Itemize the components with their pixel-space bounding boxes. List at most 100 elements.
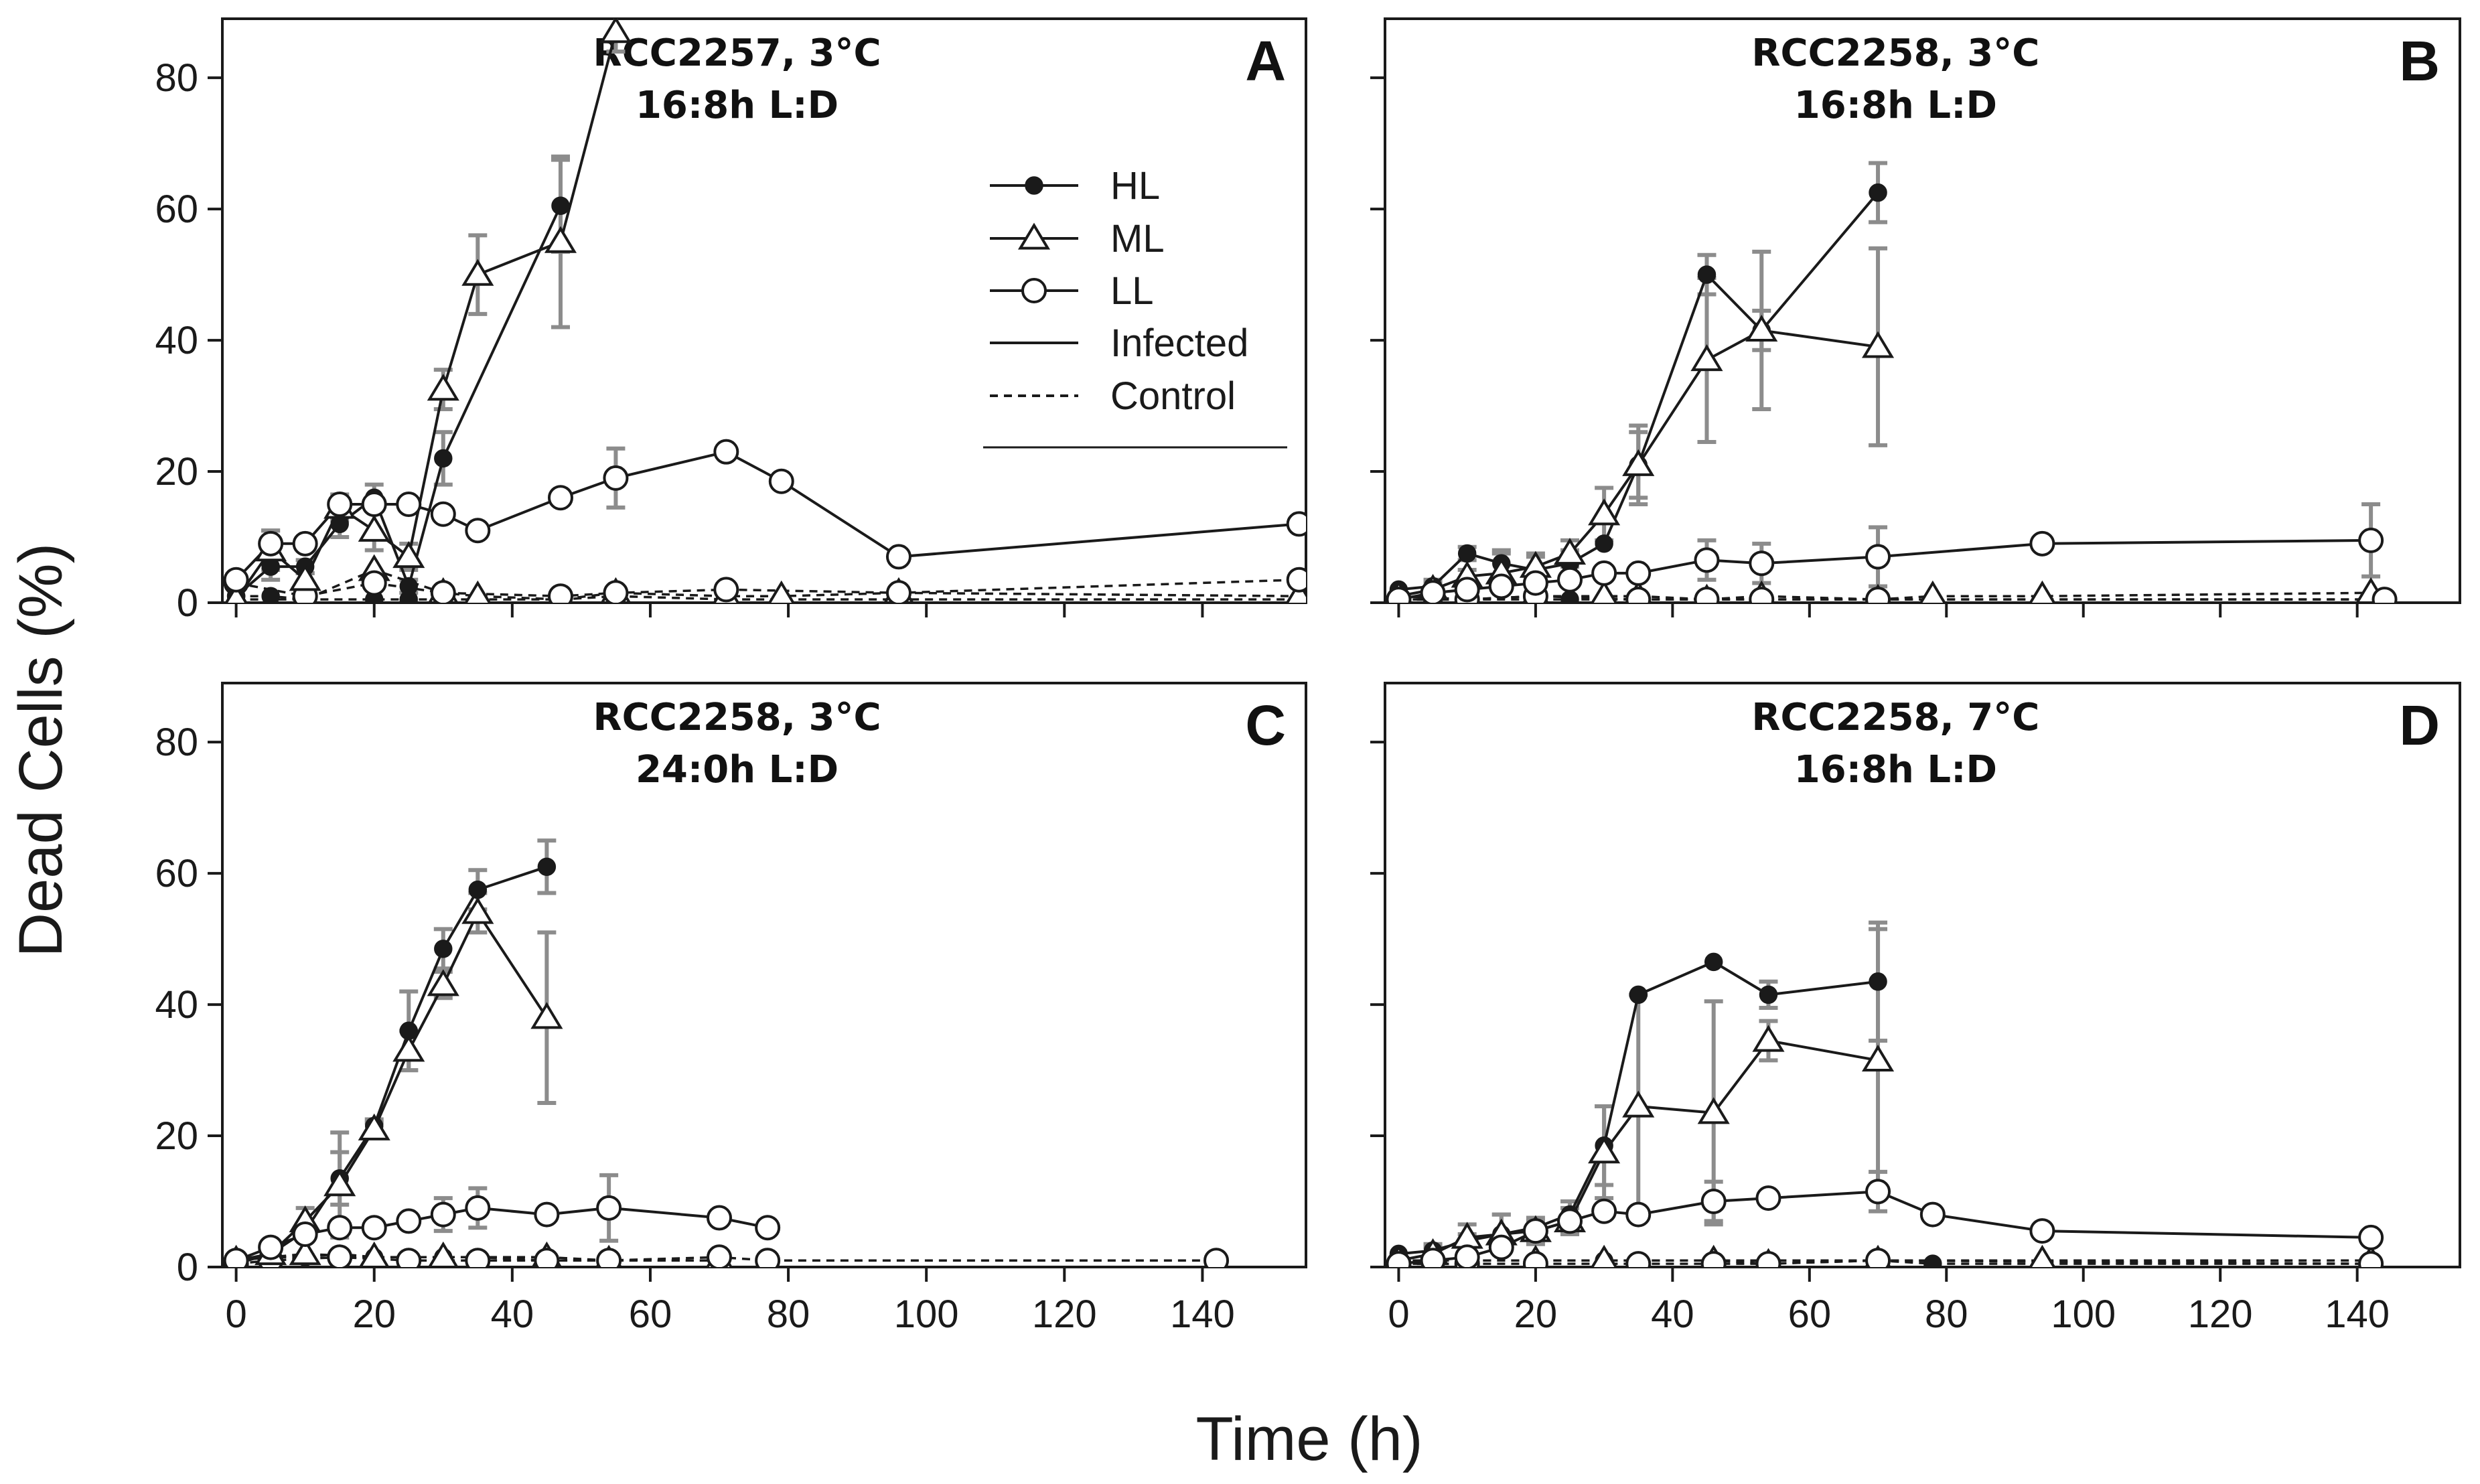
data-point-ll-infected	[1591, 1198, 1617, 1224]
data-point-ll-infected	[1386, 587, 1412, 603]
data-point-hl-infected	[399, 577, 418, 596]
data-point-ll-infected	[292, 1221, 318, 1248]
data-point-ml-infected	[1752, 1025, 1785, 1052]
data-point-ll-control	[1694, 587, 1720, 603]
plot-area	[1385, 161, 2398, 603]
data-point-ll-infected	[361, 492, 387, 518]
data-point-ll-control	[2358, 1251, 2384, 1267]
data-point-hl-infected	[468, 880, 488, 899]
panel-title-line1: RCC2258, 7°C	[1751, 696, 2039, 739]
data-point-ll-control	[1522, 1251, 1548, 1267]
panel-d: 0 20 40 60 80 100 120 140 RCC2258, 7°C 16:8h L:D D	[1370, 682, 2461, 1336]
data-point-ll-infected	[1865, 1179, 1891, 1205]
data-point-ll-control	[1865, 587, 1891, 603]
data-point-ml-infected	[224, 583, 248, 603]
data-point-ll-control	[1865, 1248, 1891, 1267]
data-point-ll-infected	[465, 518, 491, 544]
y-tick-label: 40	[155, 983, 198, 1027]
panel-c: 0 20 40 60 80 100 120 140 0 20 40 60 80 RCC2258, 3°C 2…	[155, 682, 1307, 1336]
x-tick-label: 80	[1925, 1292, 1968, 1336]
data-point-ll-infected	[1286, 511, 1306, 537]
data-point-ll-infected	[534, 1201, 560, 1228]
data-point-ll-infected	[755, 1215, 781, 1241]
y-tick-label: 0	[177, 581, 198, 625]
data-point-ll-infected	[1625, 560, 1652, 586]
y-tick-label: 60	[155, 852, 198, 895]
data-point-hl-infected	[434, 449, 453, 468]
legend-label-ml: ML	[1110, 217, 1165, 261]
plot-area	[223, 19, 1306, 603]
x-tick-label: 140	[1170, 1292, 1235, 1336]
x-tick-label: 120	[2188, 1292, 2253, 1336]
data-point-ml-control	[1591, 1244, 1618, 1267]
data-point-hl-infected	[1869, 183, 1887, 202]
series-line-ll-control	[1398, 595, 2385, 601]
x-tick-label: 100	[894, 1292, 959, 1336]
legend: HL ML LL Infected Control	[983, 164, 1287, 449]
data-point-hl-control	[261, 587, 280, 603]
series-line-hl-infected	[236, 865, 548, 1262]
plot-area	[1385, 920, 2385, 1267]
y-tick-label: 0	[177, 1246, 198, 1289]
data-point-ml-infected	[427, 969, 459, 996]
data-point-ll-infected	[1386, 1251, 1412, 1267]
data-point-ll-control	[1700, 1251, 1727, 1267]
data-point-ll-control	[603, 580, 629, 603]
data-point-ml-control	[2029, 1244, 2056, 1267]
data-point-ml-infected	[1690, 344, 1723, 372]
x-tick-label: 120	[1032, 1292, 1097, 1336]
data-point-ll-infected	[223, 1248, 249, 1267]
data-point-ll-infected	[707, 1205, 733, 1231]
y-tick-label: 40	[155, 319, 198, 362]
panel-letter: C	[1245, 694, 1286, 757]
data-point-ml-control	[1591, 580, 1618, 603]
panel-title-line2: 16:8h L:D	[636, 84, 838, 127]
data-point-ml-infected	[1553, 538, 1587, 565]
data-point-ml-control	[289, 1238, 321, 1266]
data-point-ll-control	[1286, 567, 1306, 593]
data-point-ml-infected	[289, 564, 321, 591]
series-line-hl-infected	[235, 205, 562, 597]
series-line-ll-infected	[235, 450, 1299, 581]
data-point-ll-infected	[223, 567, 249, 593]
data-point-ml-control	[1919, 580, 1946, 603]
data-point-ll-control	[1625, 587, 1652, 603]
data-point-ll-infected	[1865, 544, 1891, 570]
data-point-ll-infected	[258, 530, 284, 556]
y-axis-title: Dead Cells (%)	[7, 543, 75, 958]
x-tick-label: 40	[491, 1292, 534, 1336]
data-point-ml-infected	[530, 1002, 563, 1029]
data-point-ll-infected	[292, 530, 318, 556]
data-point-ml-infected	[1745, 314, 1778, 342]
series-line-ll-control	[236, 1256, 1216, 1265]
x-tick-label: 60	[629, 1292, 672, 1336]
data-point-hl-infected	[537, 857, 557, 877]
data-point-ll-control	[713, 577, 739, 603]
data-point-ll-infected	[396, 1208, 422, 1234]
data-point-ml-infected	[392, 1035, 425, 1062]
data-point-ll-infected	[713, 439, 739, 465]
data-point-ll-infected	[327, 1215, 353, 1241]
plot-frame	[221, 17, 1307, 604]
data-point-ll-infected	[603, 465, 629, 491]
data-point-ml-control	[464, 580, 492, 603]
data-point-ml-infected	[1861, 331, 1895, 358]
data-point-hl-infected	[1697, 265, 1717, 284]
x-tick-label: 40	[1651, 1292, 1694, 1336]
data-point-hl-control	[1923, 1254, 1942, 1267]
data-point-ll-control	[534, 1248, 560, 1267]
data-point-hl-control	[1560, 590, 1579, 603]
data-point-ll-control	[327, 1244, 353, 1267]
series-line-ml-control	[236, 569, 1299, 601]
data-point-ml-control	[2029, 580, 2056, 603]
legend-marker-ml	[1017, 222, 1051, 250]
data-point-hl-infected	[1457, 544, 1477, 563]
data-point-hl-infected	[1869, 972, 1887, 991]
data-point-ll-infected	[1749, 550, 1775, 577]
plot-area	[222, 838, 1230, 1267]
data-point-ll-infected	[1522, 570, 1548, 596]
data-point-ll-control	[707, 1244, 733, 1267]
data-point-ll-infected	[1625, 1201, 1652, 1228]
data-point-hl-infected	[551, 196, 570, 215]
